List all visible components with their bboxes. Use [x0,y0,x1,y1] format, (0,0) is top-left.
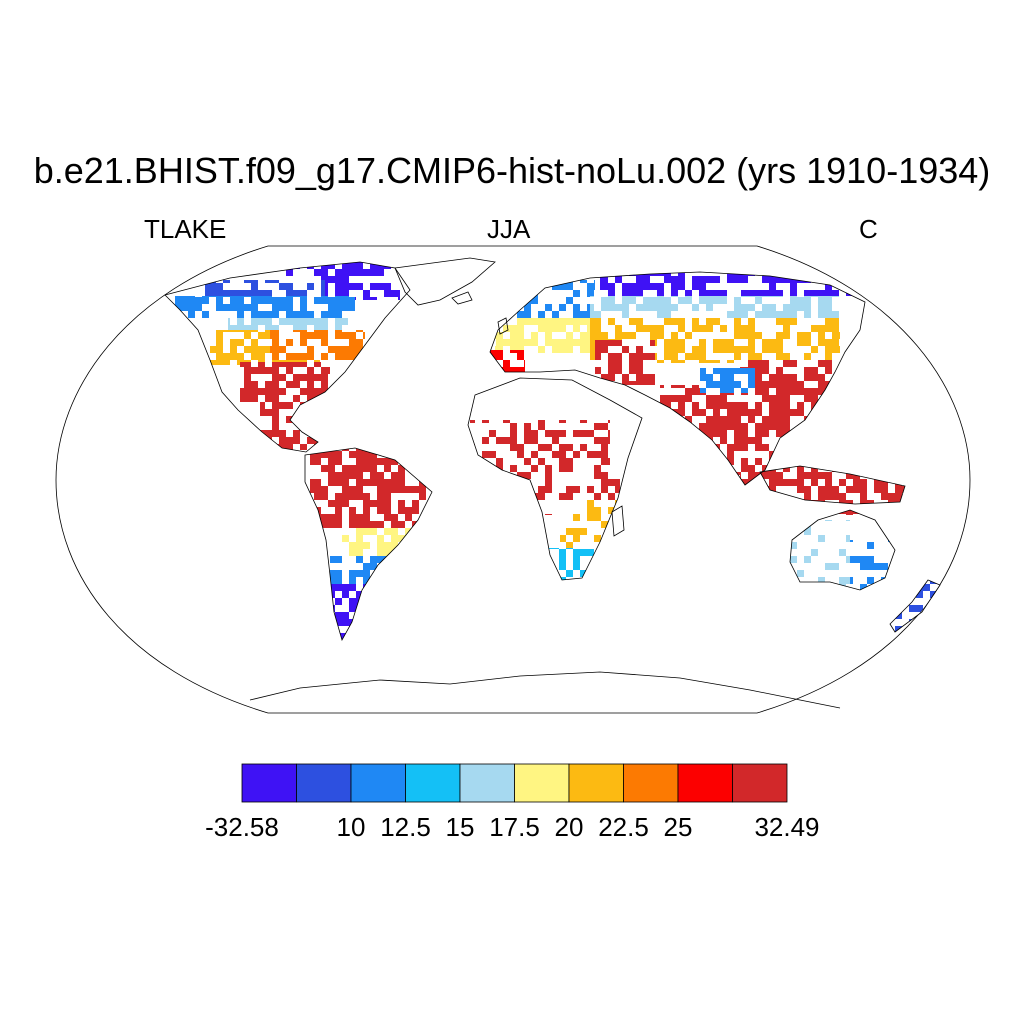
colorbar-swatch [350,763,406,803]
colorbar-tick-label: 32.49 [754,812,820,842]
colorbar-swatch [241,763,297,803]
colorbar-swatch [732,763,788,803]
colorbar-tick-label: 22.5 [598,812,649,842]
colorbar-swatch [514,763,570,803]
colorbar-swatch [677,763,733,803]
colorbar-swatch [405,763,461,803]
colorbar-tick-label: 25 [663,812,693,842]
variable-label: TLAKE [144,214,227,244]
colorbar-swatch [459,763,515,803]
colorbar-tick-label: 17.5 [489,812,540,842]
units-label: C [859,214,878,244]
coastlines [164,257,941,709]
plot-title: b.e21.BHIST.f09_g17.CMIP6-hist-noLu.002 … [33,150,991,191]
colorbar-swatch [568,763,624,803]
season-label: JJA [487,214,531,244]
colorbar-swatch [623,763,679,803]
colorbar-tick-label: 10 [336,812,366,842]
colorbar-tick-label: 20 [554,812,584,842]
colorbar-tick-label: 12.5 [380,812,431,842]
colorbar-tick-label: 15 [445,812,475,842]
colorbar [241,763,788,803]
colorbar-swatch [296,763,352,803]
colorbar-tick-label: -32.58 [205,812,279,842]
